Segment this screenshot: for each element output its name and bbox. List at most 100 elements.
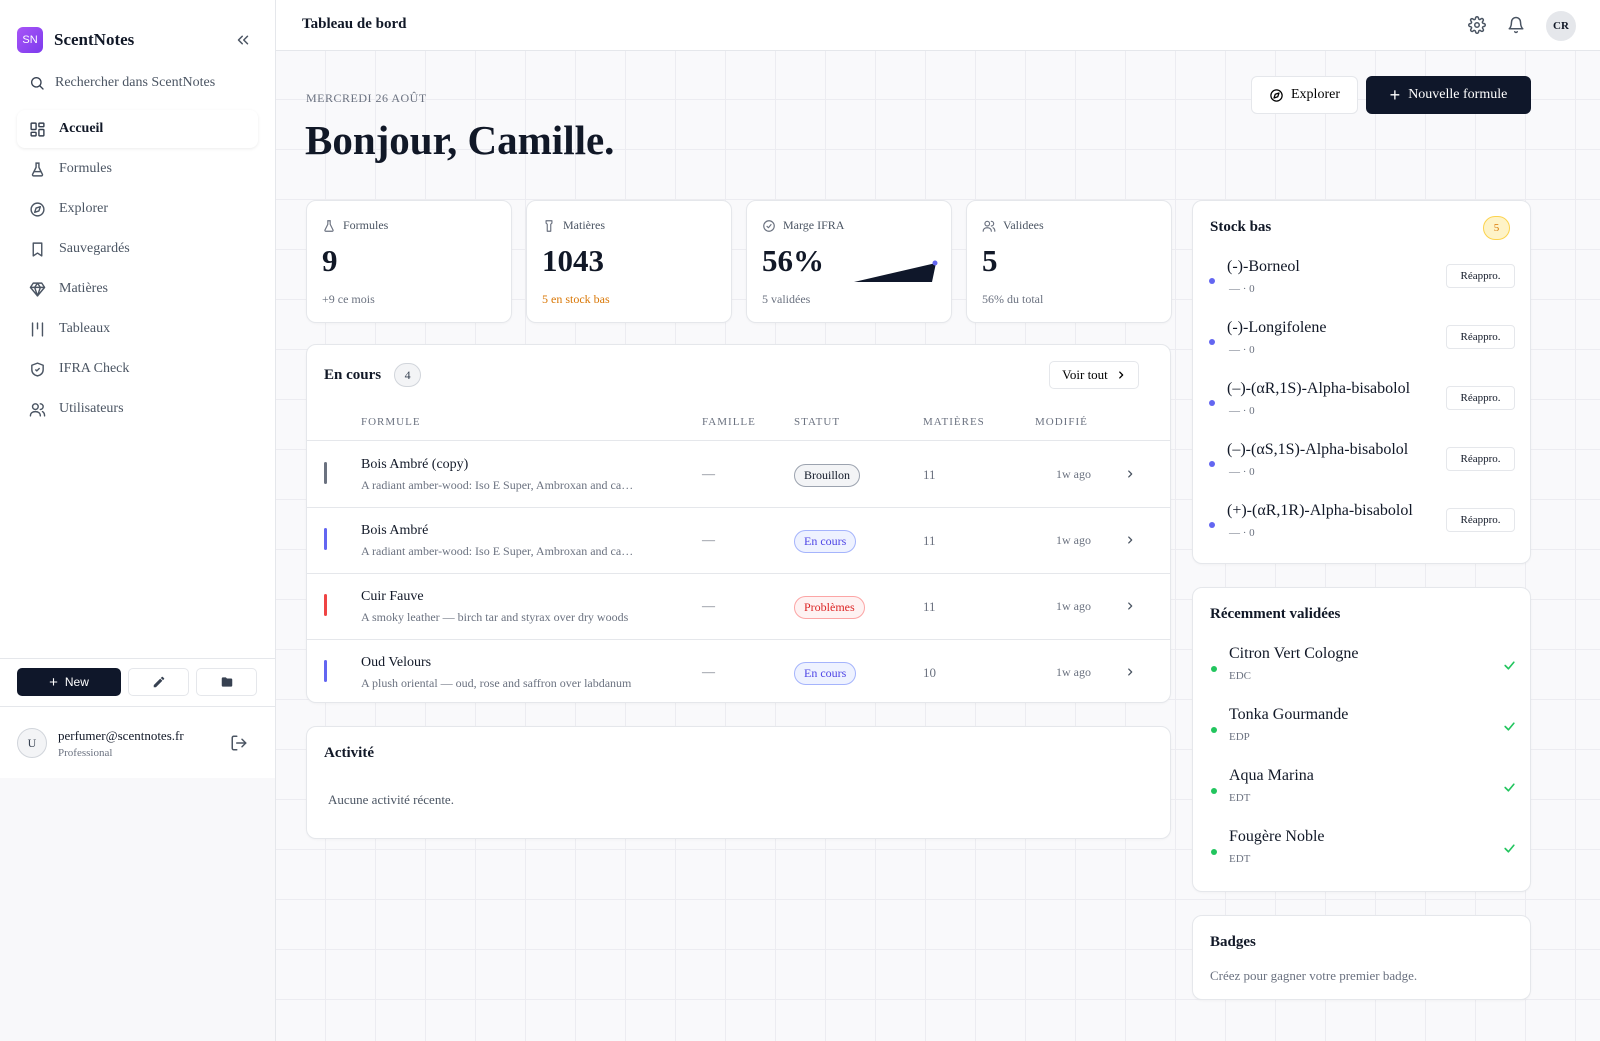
stat-card-formules[interactable]: Formules 9 +9 ce mois bbox=[306, 200, 512, 323]
status-badge: En cours bbox=[794, 530, 857, 553]
edit-button[interactable] bbox=[128, 668, 189, 696]
bottle-icon bbox=[542, 219, 563, 233]
materials-count: 10 bbox=[923, 665, 936, 680]
user-profile[interactable]: U perfumer@scentnotes.fr Professional bbox=[17, 727, 258, 759]
formula-family: — bbox=[702, 466, 715, 481]
column-header: MATIÈRES bbox=[923, 416, 985, 428]
status-dot bbox=[1209, 522, 1215, 528]
column-header: FAMILLE bbox=[702, 416, 756, 428]
bell-icon[interactable] bbox=[1507, 16, 1525, 34]
formula-description: A smoky leather — birch tar and styrax o… bbox=[361, 610, 629, 624]
restock-button[interactable]: Réappro. bbox=[1446, 447, 1515, 471]
chevron-right-icon bbox=[1125, 667, 1135, 677]
chevron-right-icon bbox=[1125, 601, 1135, 611]
check-circle-icon bbox=[762, 219, 783, 233]
status-dot bbox=[1211, 727, 1217, 733]
stat-card-validees[interactable]: Validees 5 56% du total bbox=[966, 200, 1172, 323]
formula-name: Citron Vert Cologne bbox=[1229, 645, 1359, 662]
sidebar-item-ifra-check[interactable]: IFRA Check bbox=[17, 350, 258, 388]
material-meta: — · 0 bbox=[1229, 405, 1255, 417]
list-item[interactable]: Aqua Marina EDT bbox=[1209, 767, 1516, 813]
sidebar-item-label: Utilisateurs bbox=[59, 401, 124, 416]
folder-button[interactable] bbox=[196, 668, 257, 696]
sidebar-item-sauvegardes[interactable]: Sauvegardés bbox=[17, 230, 258, 268]
sidebar-item-label: Matières bbox=[59, 281, 108, 296]
logout-icon[interactable] bbox=[230, 734, 248, 752]
sidebar-item-utilisateurs[interactable]: Utilisateurs bbox=[17, 390, 258, 428]
brand[interactable]: SN ScentNotes bbox=[17, 27, 134, 53]
see-all-button[interactable]: Voir tout bbox=[1049, 361, 1139, 389]
panel-title: Activité bbox=[324, 745, 374, 761]
materials-count: 11 bbox=[923, 533, 936, 548]
divider bbox=[0, 658, 275, 659]
new-button[interactable]: + New bbox=[17, 668, 121, 696]
stat-subtext: 5 en stock bas bbox=[542, 292, 610, 306]
restock-button[interactable]: Réappro. bbox=[1446, 264, 1515, 288]
table-row[interactable]: Bois Ambré A radiant amber-wood: Iso E Su… bbox=[307, 508, 1170, 574]
gear-icon[interactable] bbox=[1468, 16, 1486, 34]
bookmark-icon bbox=[29, 241, 46, 258]
restock-button[interactable]: Réappro. bbox=[1446, 508, 1515, 532]
badges-panel: Badges Créez pour gagner votre premier b… bbox=[1192, 915, 1531, 1000]
stat-card-marge-ifra[interactable]: Marge IFRA 56% 5 validées bbox=[746, 200, 952, 323]
chevron-right-icon bbox=[1125, 535, 1135, 545]
status-dot bbox=[1211, 849, 1217, 855]
divider bbox=[0, 706, 275, 707]
sidebar: SN ScentNotes Accueil Formules Explorer … bbox=[0, 0, 276, 1041]
user-avatar[interactable]: CR bbox=[1546, 11, 1576, 41]
table-row[interactable]: Bois Ambré (copy) A radiant amber-wood: I… bbox=[307, 442, 1170, 508]
status-color-bar bbox=[324, 660, 327, 682]
formula-description: A plush oriental — oud, rose and saffron… bbox=[361, 676, 632, 690]
stat-value: 9 bbox=[322, 243, 338, 278]
formula-name: Fougère Noble bbox=[1229, 828, 1325, 845]
collapse-sidebar-icon[interactable] bbox=[234, 31, 252, 49]
panel-title: Stock bas bbox=[1210, 219, 1272, 235]
explore-button-label: Explorer bbox=[1291, 87, 1340, 102]
sidebar-search[interactable] bbox=[17, 70, 258, 96]
sidebar-item-explorer[interactable]: Explorer bbox=[17, 190, 258, 228]
chevron-right-icon bbox=[1108, 370, 1126, 380]
restock-button[interactable]: Réappro. bbox=[1446, 386, 1515, 410]
stat-label: Formules bbox=[343, 218, 389, 232]
chevron-right-icon bbox=[1125, 469, 1135, 479]
list-item: (–)-(αR,1S)-Alpha-bisabolol — · 0 Réappro. bbox=[1209, 380, 1516, 426]
explore-button[interactable]: Explorer bbox=[1251, 76, 1358, 114]
sidebar-item-matieres[interactable]: Matières bbox=[17, 270, 258, 308]
formula-family: — bbox=[702, 664, 715, 679]
brand-logo: SN bbox=[17, 27, 43, 53]
users-icon bbox=[29, 401, 46, 418]
table-row[interactable]: Cuir Fauve A smoky leather — birch tar an… bbox=[307, 574, 1170, 640]
plus-icon: + bbox=[49, 673, 58, 691]
list-item: (-)-Longifolene — · 0 Réappro. bbox=[1209, 319, 1516, 365]
panel-title: Badges bbox=[1210, 934, 1256, 950]
stat-card-matieres[interactable]: Matières 1043 5 en stock bas bbox=[526, 200, 732, 323]
material-name: (-)-Longifolene bbox=[1227, 319, 1327, 336]
sidebar-item-label: Sauvegardés bbox=[59, 241, 130, 256]
materials-count: 11 bbox=[923, 467, 936, 482]
material-name: (–)-(αS,1S)-Alpha-bisabolol bbox=[1227, 441, 1409, 458]
check-icon bbox=[1503, 659, 1516, 672]
list-item[interactable]: Fougère Noble EDT bbox=[1209, 828, 1516, 874]
low-stock-panel: Stock bas 5 (-)-Borneol — · 0 Réappro. (-)-… bbox=[1192, 200, 1531, 564]
check-icon bbox=[1503, 720, 1516, 733]
restock-button[interactable]: Réappro. bbox=[1446, 325, 1515, 349]
material-name: (+)-(αR,1R)-Alpha-bisabolol bbox=[1227, 502, 1413, 519]
stat-label: Validees bbox=[1003, 218, 1044, 232]
sidebar-item-formules[interactable]: Formules bbox=[17, 150, 258, 188]
formula-type: EDT bbox=[1229, 792, 1251, 804]
modified-time: 1w ago bbox=[1056, 599, 1091, 613]
activity-panel: Activité Aucune activité récente. bbox=[306, 726, 1171, 839]
folder-icon bbox=[220, 675, 234, 689]
formula-name: Bois Ambré bbox=[361, 523, 429, 538]
list-item[interactable]: Tonka Gourmande EDP bbox=[1209, 706, 1516, 752]
table-row[interactable]: Oud Velours A plush oriental — oud, rose … bbox=[307, 640, 1170, 702]
list-item[interactable]: Citron Vert Cologne EDC bbox=[1209, 645, 1516, 691]
avatar: U bbox=[17, 728, 47, 758]
column-header: FORMULE bbox=[361, 416, 421, 428]
new-formula-button[interactable]: + Nouvelle formule bbox=[1366, 76, 1531, 114]
greeting-heading: Bonjour, Camille. bbox=[305, 117, 615, 163]
sidebar-item-tableaux[interactable]: Tableaux bbox=[17, 310, 258, 348]
search-input[interactable] bbox=[55, 75, 255, 91]
sidebar-item-accueil[interactable]: Accueil bbox=[17, 110, 258, 148]
formula-name: Oud Velours bbox=[361, 655, 432, 670]
